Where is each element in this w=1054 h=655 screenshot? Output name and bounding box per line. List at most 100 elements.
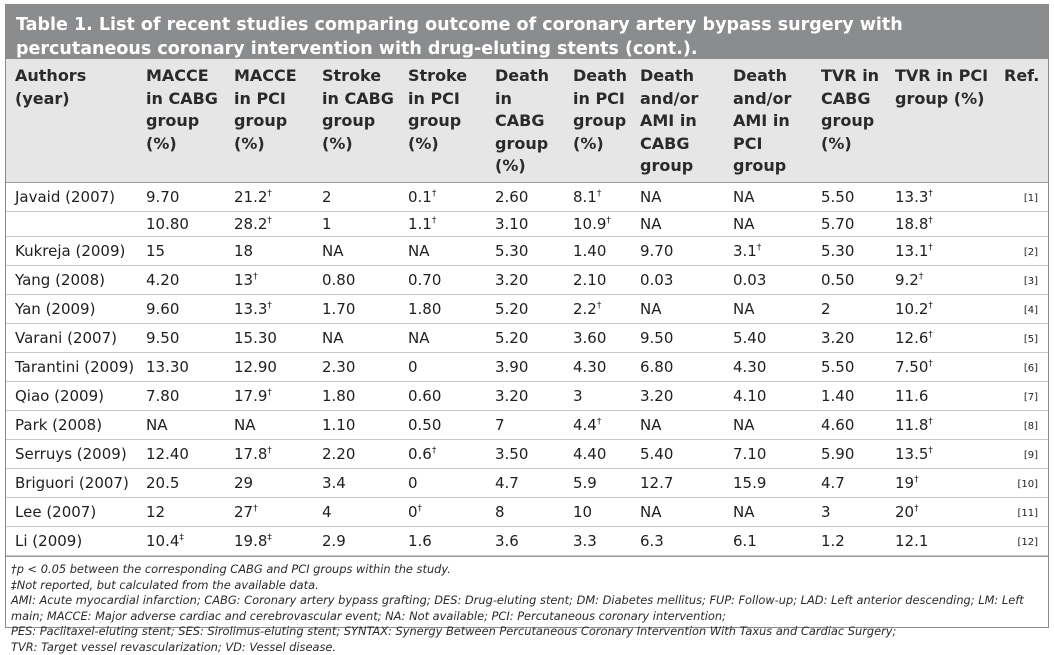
cell-value: 11.6	[895, 387, 929, 406]
cell-value: 9.70	[640, 242, 674, 261]
footnote-marker: †	[918, 272, 924, 283]
table-cell: 5.20	[486, 323, 564, 354]
table-title: Table 1. List of recent studies comparin…	[6, 5, 1048, 59]
table-cell: 13.1†	[886, 236, 995, 267]
table-cell: NA	[724, 211, 812, 238]
footnote-marker: †	[928, 243, 933, 254]
column-header: Stroke in CABG group (%)	[313, 59, 399, 183]
cell-value: 3.10	[495, 214, 529, 233]
table-cell: 1.40	[812, 381, 886, 412]
table-cell: 9.50	[137, 323, 225, 354]
cell-value: 6.1	[733, 532, 757, 551]
table-cell: 10.4‡	[137, 526, 225, 557]
cell-value: Kukreja (2009)	[15, 242, 126, 261]
cell-value: 4.60	[821, 416, 855, 435]
table-cell: 0.03	[631, 265, 724, 296]
header-row: Authors (year) MACCE in CABG group (%) MAC…	[6, 59, 1048, 183]
cell-value: 6.80	[640, 358, 674, 377]
footnote-marker: †	[431, 446, 437, 457]
cell-value: 8	[495, 503, 505, 522]
table-cell: 15.30	[225, 323, 313, 354]
cell-value: 5.40	[733, 329, 767, 348]
cell-value: 1.1	[408, 214, 432, 233]
column-header: Death and/or AMI in PCI group	[724, 59, 812, 183]
table-cell: NA	[724, 182, 812, 212]
column-header: Ref.	[995, 59, 1048, 183]
table-cell: 8.1†	[564, 182, 631, 212]
cell-value: 11.8	[895, 416, 929, 435]
cell-value: 3.90	[495, 358, 529, 377]
table-cell: 27†	[225, 497, 313, 528]
table-cell: 2.9	[313, 526, 399, 557]
table-cell: NA	[313, 323, 399, 354]
table-cell: 13.30	[137, 352, 225, 383]
footnote-marker: †	[928, 446, 933, 457]
cell-value: 12	[146, 503, 166, 522]
cell-value: 13.3	[234, 300, 268, 319]
cell-value: 13.5	[895, 445, 929, 464]
table-row: Yan (2009) 9.60 13.3† 1.70 1.80 5.20 2.2† NA NA 2…	[6, 294, 1048, 325]
table-body: Javaid (2007) 9.70 21.2† 2 0.1† 2.60 8.1† NA NA 5…	[6, 182, 1048, 557]
table-cell: NA	[631, 182, 724, 212]
cell-value: 4.7	[495, 474, 519, 493]
cell-value: 15.9	[733, 474, 767, 493]
table-cell: 0.50	[812, 265, 886, 296]
table-cell: NA	[724, 497, 812, 528]
cell-value: 6.3	[640, 532, 664, 551]
table-cell: 1.80	[313, 381, 399, 412]
cell-value: 29	[234, 474, 254, 493]
footnote-marker: †	[253, 504, 258, 515]
table-cell: 18.8†	[886, 211, 995, 238]
table-cell: 0.80	[313, 265, 399, 296]
cell-value: 12.40	[146, 445, 189, 464]
cell-value: 12.90	[234, 358, 277, 377]
cell-value: 5.90	[821, 445, 855, 464]
footnote-line: †p < 0.05 between the corresponding CABG…	[11, 562, 451, 577]
table-cell: 12	[137, 497, 225, 528]
footnote-marker: †	[928, 215, 933, 226]
table-cell: NA	[631, 211, 724, 238]
table-cell: 13.5†	[886, 439, 995, 470]
reference-cell: [10]	[995, 468, 1048, 499]
cell-value: 0.1	[408, 187, 432, 206]
table-cell: 19†	[886, 468, 995, 499]
cell-value: 28.2	[234, 214, 268, 233]
cell-value: 2.10	[573, 271, 607, 290]
table-cell: NA	[399, 323, 486, 354]
table-cell: 2	[812, 294, 886, 325]
reference-cell: [1]	[995, 182, 1048, 212]
footnote-marker: †	[928, 359, 933, 370]
table-cell: 6.80	[631, 352, 724, 383]
table-cell: 20†	[886, 497, 995, 528]
cell-value: 17.9	[234, 387, 268, 406]
table-cell: 5.50	[812, 182, 886, 212]
table-cell: 3.6	[486, 526, 564, 557]
table-cell: Varani (2007)	[6, 323, 137, 354]
table-cell: 1.40	[564, 236, 631, 267]
table-cell: 9.50	[631, 323, 724, 354]
cell-value: 4.30	[733, 358, 767, 377]
table-cell: 7.10	[724, 439, 812, 470]
table-cell: Yang (2008)	[6, 265, 137, 296]
footnote-marker: †	[596, 301, 602, 312]
cell-value: 12.6	[895, 329, 929, 348]
table-cell: 11.6	[886, 381, 995, 412]
table-cell: 3.3	[564, 526, 631, 557]
table-cell: 17.9†	[225, 381, 313, 412]
cell-value: 10.4	[146, 532, 180, 551]
cell-value: Tarantini (2009)	[15, 358, 135, 377]
cell-value: NA	[640, 300, 662, 319]
cell-value: Briguori (2007)	[15, 474, 129, 493]
table-cell: 9.70	[137, 182, 225, 212]
cell-value: 3.50	[495, 445, 529, 464]
reference-cell: [7]	[995, 381, 1048, 412]
footnote-marker: †	[596, 188, 602, 199]
reference-cell	[995, 211, 1048, 238]
cell-value: NA	[640, 416, 662, 435]
table-cell: 9.2†	[886, 265, 995, 296]
cell-value: Lee (2007)	[15, 503, 97, 522]
cell-value: 3.6	[495, 532, 519, 551]
cell-value: 3.60	[573, 329, 607, 348]
table-cell: 5.50	[812, 352, 886, 383]
table-cell: NA	[399, 236, 486, 267]
